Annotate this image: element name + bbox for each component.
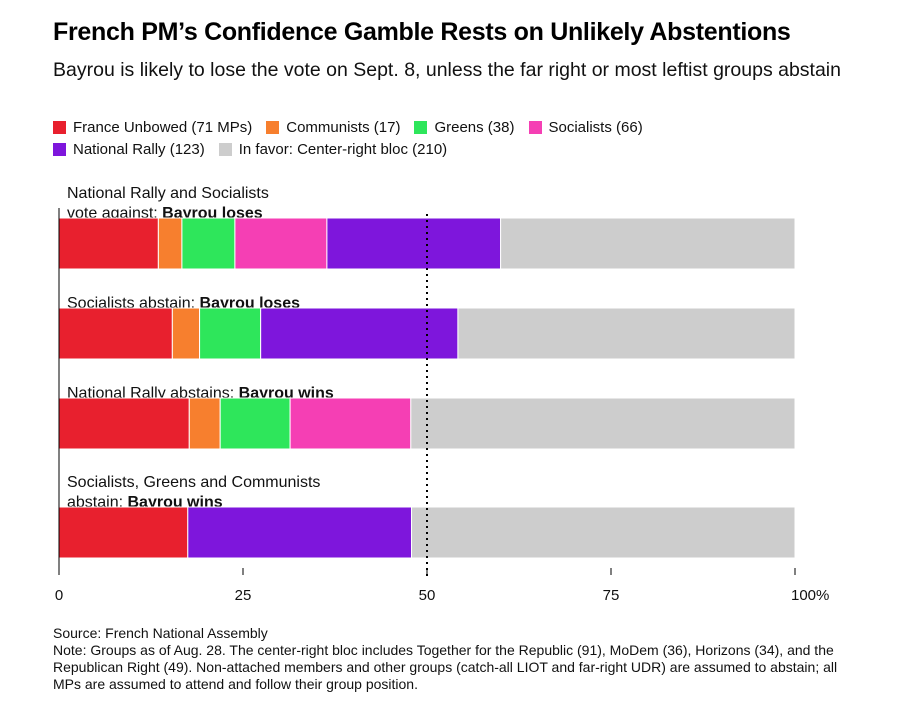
legend-swatch [218,142,232,156]
bar-segment-france-unbowed [58,307,173,360]
bar-segment-france-unbowed [58,506,189,559]
legend-swatch [528,120,542,134]
legend-item-greens: Greens (38) [414,118,515,136]
legend-label: Greens (38) [434,118,515,136]
legend-item-center-right: In favor: Center-right bloc (210) [218,140,448,158]
bar-segment-greens [199,307,262,360]
bar-segment-france-unbowed [58,397,190,450]
legend-item-france-unbowed: France Unbowed (71 MPs) [53,119,252,136]
bar-segment-in-favor-center-right-bloc [411,506,796,559]
bar-segment-france-unbowed [58,217,159,270]
chart-title: French PM’s Confidence Gamble Rests on U… [53,18,791,46]
legend-label: Communists (17) [286,118,401,136]
legend-item-socialists: Socialists (66) [528,118,643,136]
legend-label: France Unbowed (71 MPs) [73,118,253,136]
legend-swatch [414,120,428,134]
bar-segment-socialists [289,397,412,450]
x-tick-label: 25 [235,587,252,604]
scenario-4: Socialists, Greens and Communistsabstain… [58,474,796,559]
legend-row-2: National Rally (123) In favor: Center-ri… [53,138,843,160]
legend-label: In favor: Center-right bloc (210) [238,140,448,158]
bar-segment-socialists [234,217,328,270]
x-tick-label: 100% [791,587,829,604]
scenario-2: Socialists abstain: Bayrou loses [58,295,796,360]
scenario-label-line: National Rally and Socialists [67,185,269,202]
x-tick-label: 50 [419,587,436,604]
bar-segment-national-rally [326,217,502,270]
scenario-3: National Rally abstains: Bayrou wins [58,385,796,450]
bar-segment-in-favor-center-right-bloc [410,397,796,450]
footnote: Note: Groups as of Aug. 28. The center-r… [53,642,838,692]
bar-segment-national-rally [260,307,459,360]
bar-segment-greens [181,217,236,270]
legend-swatch [266,120,280,134]
legend-swatch [53,142,66,156]
legend-item-national-rally: National Rally (123) [53,141,205,158]
legend-label: Socialists (66) [548,118,643,136]
bar-segment-in-favor-center-right-bloc [500,217,796,270]
bar-segment-communists [171,307,201,360]
bar-segment-in-favor-center-right-bloc [457,307,796,360]
legend-item-communists: Communists (17) [266,119,400,136]
bar-segment-communists [157,217,183,270]
x-tick-label: 75 [603,587,620,604]
footer: Source: French National Assembly Note: G… [53,625,853,693]
source-note: Source: French National Assembly [53,625,268,641]
x-tick-label: 0 [55,587,63,604]
chart-subtitle: Bayrou is likely to lose the vote on Sep… [53,59,841,81]
legend-swatch [53,120,66,134]
legend: France Unbowed (71 MPs) Communists (17) … [53,116,843,160]
bar-segment-national-rally [187,506,413,559]
legend-label: National Rally (123) [73,140,205,158]
scenario-label-line: Socialists, Greens and Communists [67,474,320,491]
legend-row-1: France Unbowed (71 MPs) Communists (17) … [53,116,843,138]
bar-segment-greens [219,397,291,450]
bar-segment-communists [188,397,221,450]
